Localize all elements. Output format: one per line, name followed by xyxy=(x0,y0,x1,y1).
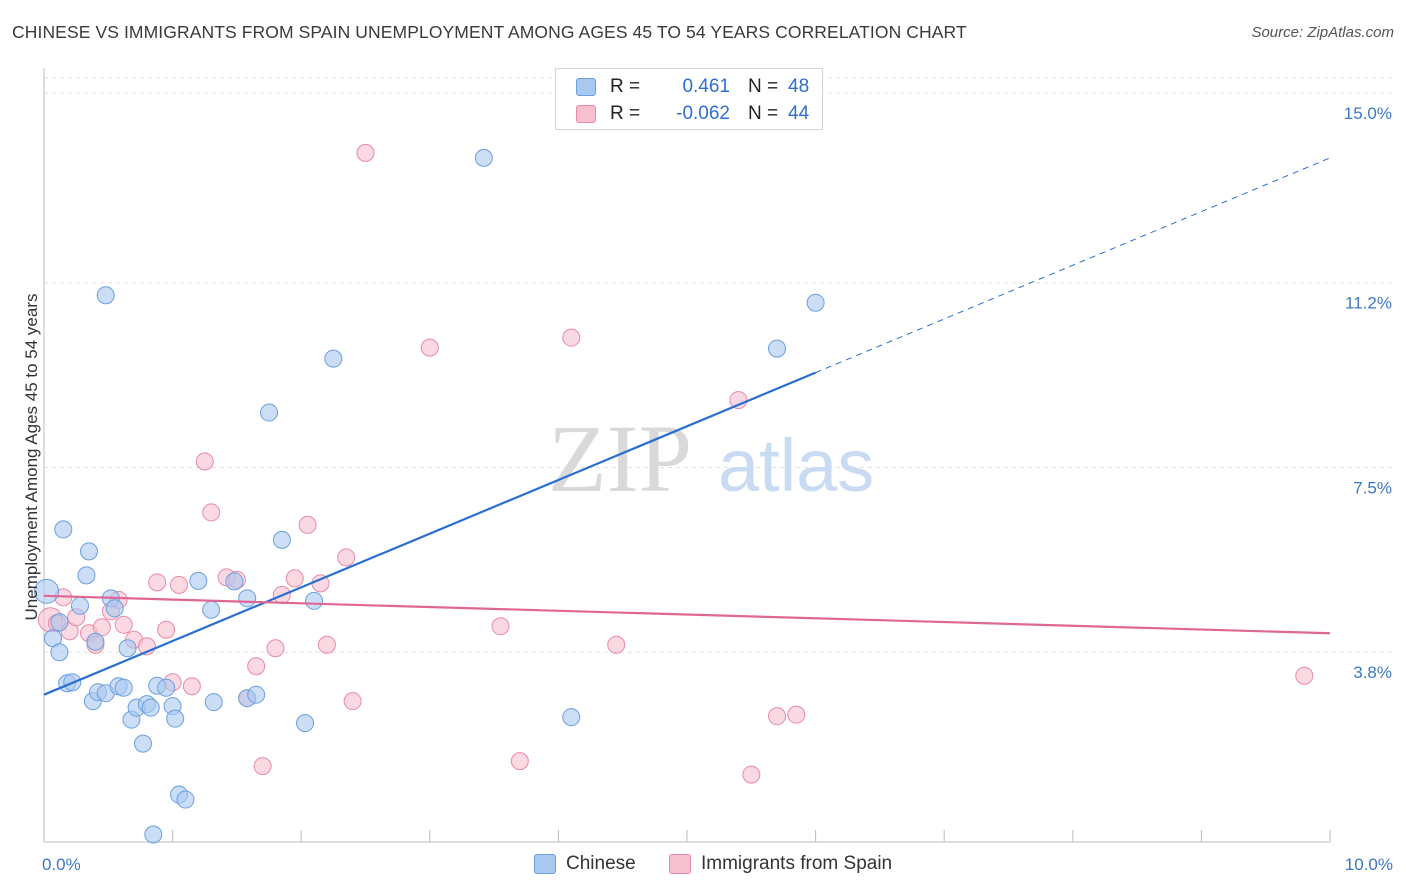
spain-point xyxy=(510,752,529,771)
chinese-point xyxy=(77,566,96,585)
spain-point xyxy=(266,639,285,658)
chinese-point xyxy=(141,698,160,717)
grid-lines xyxy=(44,77,1392,653)
chinese-point xyxy=(474,148,493,167)
spain-point xyxy=(729,391,748,410)
legend-row-chinese: R = 0.461 N = 48 xyxy=(576,74,809,100)
chinese-swatch xyxy=(576,78,596,96)
tick-labels: 3.8% 7.5% 11.2% 15.0% 0.0% 10.0% xyxy=(42,104,1393,874)
chinese-point xyxy=(305,591,324,610)
chinese-point xyxy=(225,572,244,591)
spain-point xyxy=(607,635,626,654)
spain-point xyxy=(337,548,356,567)
chinese-point xyxy=(80,542,99,561)
spain-point xyxy=(114,615,133,634)
spain-point xyxy=(787,705,806,724)
chinese-point xyxy=(134,734,153,753)
chinese-point xyxy=(176,790,195,809)
chinese-points xyxy=(34,148,825,844)
spain-point xyxy=(285,569,304,588)
r-value: 0.461 xyxy=(682,76,730,97)
y-tick-label: 11.2% xyxy=(1345,294,1392,313)
chinese-point xyxy=(260,403,279,422)
chinese-point xyxy=(202,600,221,619)
chinese-point xyxy=(114,678,133,697)
chart-title: CHINESE VS IMMIGRANTS FROM SPAIN UNEMPLO… xyxy=(12,22,967,42)
chinese-point xyxy=(71,596,90,615)
chinese-point xyxy=(96,286,115,305)
watermark-atlas: atlas xyxy=(718,424,874,507)
spain-point xyxy=(491,617,510,636)
y-tick-label: 15.0% xyxy=(1344,104,1392,123)
chinese-point xyxy=(54,520,73,539)
chinese-point xyxy=(118,639,137,658)
y-axis-title: Unemployment Among Ages 45 to 54 years xyxy=(22,294,41,621)
spain-point xyxy=(247,657,266,676)
chinese-trend-extension xyxy=(815,157,1331,374)
spain-trend-line xyxy=(43,594,1331,635)
legend-item-spain: Immigrants from Spain xyxy=(669,851,892,877)
legend-label-chinese: Chinese xyxy=(566,853,636,874)
chinese-point xyxy=(166,709,185,728)
watermark-zip: ZIP xyxy=(548,405,692,512)
spain-point xyxy=(768,707,787,726)
spain-point xyxy=(148,573,167,592)
r-label: R = xyxy=(610,76,641,97)
y-tick-label: 3.8% xyxy=(1353,663,1392,682)
r-label: R = xyxy=(610,103,641,124)
spain-point xyxy=(742,765,761,784)
legend-label-spain: Immigrants from Spain xyxy=(701,853,893,874)
chinese-point xyxy=(562,708,581,727)
x-tick-label: 10.0% xyxy=(1345,855,1393,874)
spain-point xyxy=(202,503,221,522)
n-value: 44 xyxy=(788,103,810,124)
n-label: N = xyxy=(748,76,779,97)
legend-stats: R = 0.461 N = 48 R = -0.062 N = 44 xyxy=(555,68,823,130)
chinese-point xyxy=(204,693,223,712)
chinese-point xyxy=(189,571,208,590)
chinese-point xyxy=(806,293,825,312)
chinese-point xyxy=(247,685,266,704)
chinese-swatch xyxy=(534,854,556,874)
spain-point xyxy=(157,620,176,639)
spain-point xyxy=(356,143,375,162)
chinese-point xyxy=(324,349,343,368)
n-value: 48 xyxy=(788,76,810,97)
chinese-point xyxy=(157,678,176,697)
legend-row-spain: R = -0.062 N = 44 xyxy=(576,101,809,127)
spain-point xyxy=(170,575,189,594)
chinese-point xyxy=(105,599,124,618)
trend-lines xyxy=(43,157,1331,696)
spain-point xyxy=(562,328,581,347)
spain-point xyxy=(195,452,214,471)
spain-point xyxy=(298,515,317,534)
spain-point xyxy=(343,692,362,711)
chinese-point xyxy=(34,578,60,604)
chinese-point xyxy=(238,589,257,608)
spain-point xyxy=(317,635,336,654)
n-label: N = xyxy=(748,103,779,124)
chinese-trend-line xyxy=(43,371,817,696)
chinese-point xyxy=(768,339,787,358)
spain-swatch xyxy=(576,105,596,123)
chinese-point xyxy=(296,714,315,733)
spain-point xyxy=(182,677,201,696)
chinese-point xyxy=(50,643,69,662)
legend-item-chinese: Chinese xyxy=(534,851,636,877)
chart-source: Source: ZipAtlas.com xyxy=(1251,24,1394,41)
spain-point xyxy=(253,757,272,776)
chinese-point xyxy=(272,530,291,549)
r-value: -0.062 xyxy=(676,103,730,124)
spain-swatch xyxy=(669,854,691,874)
chinese-point xyxy=(144,825,163,844)
axes xyxy=(43,68,1331,843)
x-tick-label: 0.0% xyxy=(42,855,81,874)
y-tick-label: 7.5% xyxy=(1353,478,1392,497)
spain-point xyxy=(420,338,439,357)
spain-point xyxy=(1295,666,1314,685)
chinese-point xyxy=(86,632,105,651)
chinese-point xyxy=(50,613,69,632)
